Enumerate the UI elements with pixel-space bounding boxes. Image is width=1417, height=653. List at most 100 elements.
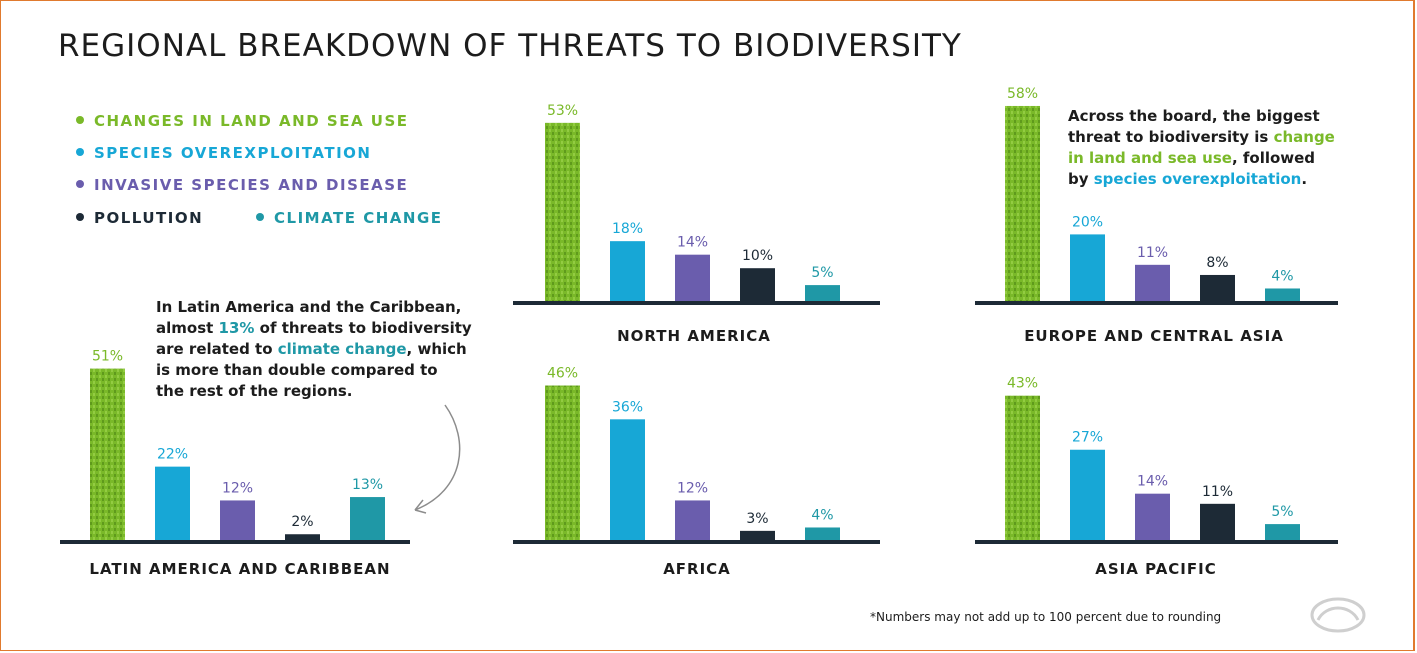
note-line: the rest of the regions. <box>156 382 353 400</box>
bar-value-label: 53% <box>547 103 578 119</box>
bar-value-label: 11% <box>1202 484 1233 500</box>
note-highlight: species overexploitation <box>1093 170 1302 188</box>
note-text: , followed <box>1231 149 1316 167</box>
legend-dot-icon <box>76 179 84 188</box>
bar-value-label: 12% <box>677 480 708 496</box>
note-line: In Latin America and the Caribbean, <box>156 298 462 316</box>
legend-label: CLIMATE CHANGE <box>274 209 443 227</box>
note-line: is more than double compared to <box>156 361 438 379</box>
legend-item-pollution: POLLUTION <box>76 209 203 227</box>
bar-value-label: 20% <box>1072 214 1103 230</box>
note-line: threat to biodiversity is change <box>1068 127 1335 148</box>
bar <box>1070 234 1105 302</box>
board-note: Across the board, the biggest threat to … <box>1068 106 1335 190</box>
region-chart: 58% 20% 11% 8% 4% EUROPE AND CENTRAL ASIA <box>975 86 1338 345</box>
region-chart: 43% 27% 14% 11% 5% ASIA PACIFIC <box>975 376 1338 578</box>
bar <box>805 285 840 302</box>
bar <box>1200 503 1235 541</box>
note-highlight: 13% <box>218 319 255 337</box>
legend-dot-icon <box>76 147 84 156</box>
region-chart: 51% 22% 12% 2% 13% LATIN AMERICA AND CARIBBEA… <box>60 349 410 578</box>
bar <box>90 368 125 541</box>
legend-label: CHANGES IN LAND AND SEA USE <box>94 112 409 130</box>
bar <box>155 466 190 541</box>
note-text: are related to <box>156 340 278 358</box>
bar-value-label: 18% <box>612 221 643 237</box>
region-label: AFRICA <box>663 560 731 578</box>
bar-value-label: 11% <box>1137 245 1168 261</box>
bar-value-label: 5% <box>811 265 833 281</box>
bar-value-label: 3% <box>746 511 768 527</box>
note-text: of threats to biodiversity <box>254 319 472 337</box>
bar-value-label: 22% <box>157 447 188 463</box>
note-line: in land and sea use, followed <box>1068 148 1335 169</box>
latin-america-note: In Latin America and the Caribbean, almo… <box>156 297 472 402</box>
bar <box>545 122 580 302</box>
bar-value-label: 2% <box>291 514 313 530</box>
bar <box>1005 105 1040 303</box>
region-label: NORTH AMERICA <box>617 327 771 345</box>
bar-value-label: 14% <box>677 235 708 251</box>
bar <box>545 385 580 541</box>
legend-item-climate: CLIMATE CHANGE <box>256 209 443 227</box>
bar-value-label: 12% <box>222 480 253 496</box>
bar-value-label: 27% <box>1072 430 1103 446</box>
bar-value-label: 10% <box>742 248 773 264</box>
legend-item-overexploitation: SPECIES OVEREXPLOITATION <box>76 144 371 162</box>
callout-arrow <box>414 404 461 511</box>
legend-label: SPECIES OVEREXPLOITATION <box>94 144 372 162</box>
note-line: by species overexploitation. <box>1068 169 1335 190</box>
bar-value-label: 5% <box>1271 504 1293 520</box>
note-text: by <box>1068 170 1094 188</box>
bar <box>675 254 710 302</box>
bar <box>805 527 840 541</box>
legend-dot-icon <box>76 115 84 124</box>
bar <box>1135 264 1170 302</box>
bar <box>610 241 645 302</box>
bar-value-label: 4% <box>1271 268 1293 284</box>
callout-arrowhead-icon <box>414 499 427 514</box>
bar-value-label: 13% <box>352 477 383 493</box>
region-label: EUROPE AND CENTRAL ASIA <box>1024 327 1284 345</box>
bar <box>610 419 645 541</box>
legend-dot-icon <box>76 212 84 221</box>
bar-value-label: 36% <box>612 399 643 415</box>
bar-value-label: 51% <box>92 349 123 365</box>
bar <box>1200 274 1235 302</box>
bar <box>1070 449 1105 541</box>
bar-value-label: 14% <box>1137 474 1168 490</box>
legend-dot-icon <box>256 212 264 221</box>
note-text: threat to biodiversity is <box>1068 128 1274 146</box>
bar <box>220 500 255 541</box>
bar-value-label: 43% <box>1007 376 1038 392</box>
note-highlight: climate change <box>277 340 407 358</box>
bar <box>1135 493 1170 541</box>
bar <box>350 497 385 541</box>
note-text: , which <box>406 340 467 358</box>
bar <box>740 530 775 541</box>
region-label: ASIA PACIFIC <box>1095 560 1216 578</box>
bar <box>1005 395 1040 541</box>
region-chart: 53% 18% 14% 10% 5% NORTH AMERICA <box>513 103 880 345</box>
bar <box>285 534 320 541</box>
legend-label: POLLUTION <box>94 209 204 227</box>
bar <box>740 268 775 302</box>
bar <box>675 500 710 541</box>
logo-icon <box>1310 597 1366 633</box>
infographic-title: REGIONAL BREAKDOWN OF THREATS TO BIODIVE… <box>58 28 962 64</box>
bar <box>1265 524 1300 541</box>
note-highlight: in land and sea use <box>1068 149 1232 167</box>
bar <box>1265 288 1300 302</box>
bar-value-label: 46% <box>547 366 578 382</box>
bar-value-label: 58% <box>1007 86 1038 102</box>
legend-item-invasive: INVASIVE SPECIES AND DISEASE <box>76 176 408 194</box>
region-label: LATIN AMERICA AND CARIBBEAN <box>89 560 390 578</box>
note-text: almost <box>156 319 219 337</box>
note-line: are related to climate change, which <box>156 339 472 360</box>
bar-value-label: 4% <box>811 507 833 523</box>
region-chart: 46% 36% 12% 3% 4% AFRICA <box>513 366 880 578</box>
chart-layer: 53% 18% 14% 10% 5% NORTH AMERICA 58% 20% 11% 8% 4%… <box>60 86 1338 578</box>
note-line: Across the board, the biggest <box>1068 107 1320 125</box>
note-text: . <box>1301 170 1308 188</box>
